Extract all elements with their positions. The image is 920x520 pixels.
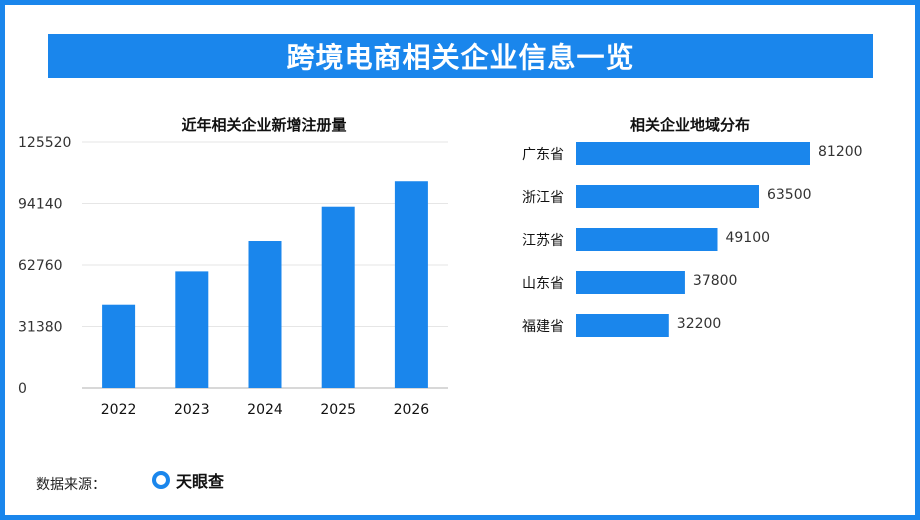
source-brand: 天眼查 <box>152 468 224 492</box>
x-tick-label: 2022 <box>101 402 137 418</box>
region-chart-title: 相关企业地域分布 <box>629 116 750 134</box>
x-tick-label: 2025 <box>320 402 356 418</box>
bar <box>248 241 282 388</box>
source-brand-text: 天眼查 <box>176 472 225 491</box>
region-label: 山东省 <box>522 276 564 292</box>
region-label: 江苏省 <box>522 233 564 249</box>
region-bar <box>576 228 718 251</box>
region-label: 广东省 <box>522 147 564 163</box>
region-bar <box>576 271 685 294</box>
y-tick-label: 94140 <box>18 197 63 213</box>
region-value-label: 32200 <box>677 316 722 332</box>
y-tick-label: 125520 <box>18 135 71 151</box>
region-value-label: 49100 <box>725 230 770 246</box>
region-value-label: 81200 <box>818 144 863 160</box>
x-tick-label: 2026 <box>394 402 430 418</box>
y-tick-label: 0 <box>18 381 27 397</box>
tianyancha-logo-icon <box>152 471 170 489</box>
y-tick-label: 62760 <box>18 258 63 274</box>
region-value-label: 63500 <box>767 187 812 203</box>
page-title: 跨境电商相关企业信息一览 <box>48 34 873 78</box>
bar <box>394 181 428 388</box>
y-tick-label: 31380 <box>18 320 63 336</box>
bar <box>102 304 136 388</box>
region-bar <box>576 185 759 208</box>
bar-chart-title: 近年相关企业新增注册量 <box>181 116 347 134</box>
bar <box>175 271 209 388</box>
x-tick-label: 2024 <box>247 402 283 418</box>
region-bar <box>576 142 810 165</box>
bar <box>321 206 355 388</box>
region-label: 浙江省 <box>522 190 564 206</box>
source-label: 数据来源： <box>36 477 106 493</box>
region-label: 福建省 <box>522 319 564 335</box>
region-bar <box>576 314 669 337</box>
x-tick-label: 2023 <box>174 402 210 418</box>
region-value-label: 37800 <box>693 273 738 289</box>
